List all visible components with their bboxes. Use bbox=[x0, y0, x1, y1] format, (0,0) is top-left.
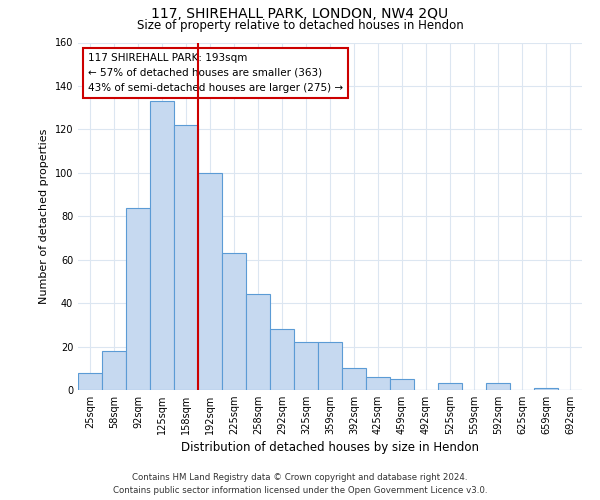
Bar bbox=[198, 173, 222, 390]
Text: 117, SHIREHALL PARK, LONDON, NW4 2QU: 117, SHIREHALL PARK, LONDON, NW4 2QU bbox=[151, 8, 449, 22]
Bar bbox=[294, 342, 318, 390]
Bar bbox=[270, 329, 294, 390]
Bar bbox=[486, 384, 510, 390]
Bar bbox=[438, 384, 462, 390]
Text: Contains HM Land Registry data © Crown copyright and database right 2024.
Contai: Contains HM Land Registry data © Crown c… bbox=[113, 474, 487, 495]
Text: Size of property relative to detached houses in Hendon: Size of property relative to detached ho… bbox=[137, 18, 463, 32]
Bar bbox=[366, 377, 390, 390]
Bar bbox=[126, 208, 150, 390]
Y-axis label: Number of detached properties: Number of detached properties bbox=[39, 128, 49, 304]
Bar bbox=[102, 351, 126, 390]
Bar bbox=[318, 342, 342, 390]
Bar bbox=[534, 388, 558, 390]
Bar bbox=[78, 372, 102, 390]
Bar bbox=[342, 368, 366, 390]
Bar bbox=[150, 101, 174, 390]
Bar bbox=[246, 294, 270, 390]
X-axis label: Distribution of detached houses by size in Hendon: Distribution of detached houses by size … bbox=[181, 442, 479, 454]
Bar bbox=[390, 379, 414, 390]
Bar bbox=[174, 125, 198, 390]
Text: 117 SHIREHALL PARK: 193sqm
← 57% of detached houses are smaller (363)
43% of sem: 117 SHIREHALL PARK: 193sqm ← 57% of deta… bbox=[88, 53, 343, 92]
Bar bbox=[222, 253, 246, 390]
